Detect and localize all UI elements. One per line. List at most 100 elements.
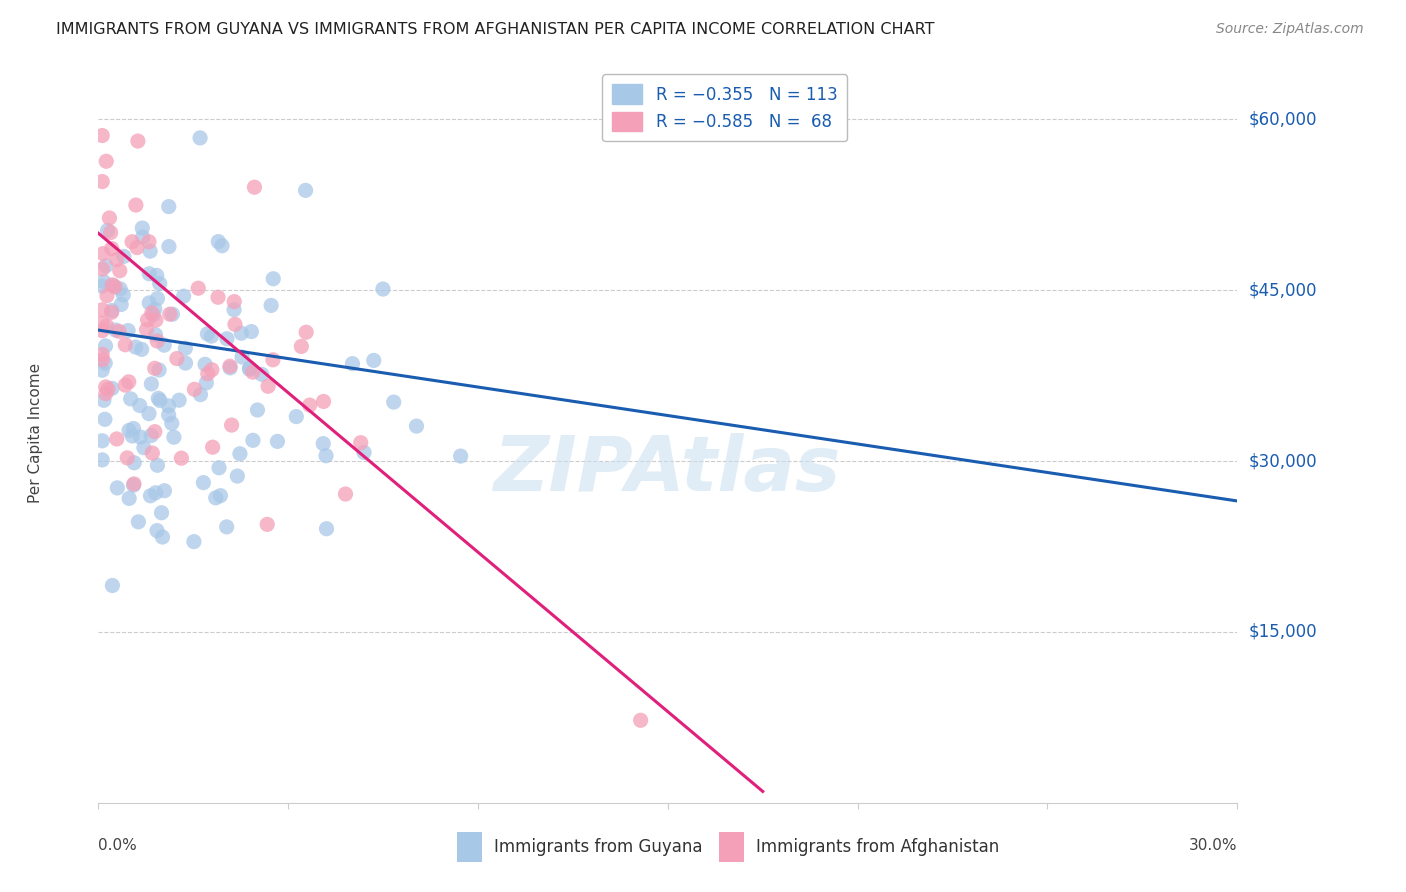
Point bbox=[221, 418, 243, 433]
Point bbox=[170, 451, 193, 466]
Point bbox=[91, 324, 114, 338]
Point bbox=[226, 469, 249, 483]
Point bbox=[242, 365, 264, 379]
Point bbox=[146, 458, 169, 473]
Point bbox=[149, 277, 172, 291]
Point bbox=[294, 183, 316, 197]
Point bbox=[219, 359, 242, 374]
Point bbox=[125, 198, 148, 212]
Point bbox=[136, 313, 159, 327]
Point bbox=[103, 278, 125, 293]
Point bbox=[262, 271, 284, 285]
Point bbox=[94, 339, 117, 353]
Text: Source: ZipAtlas.com: Source: ZipAtlas.com bbox=[1216, 22, 1364, 37]
Point bbox=[122, 477, 145, 491]
Point bbox=[153, 483, 176, 498]
Point bbox=[209, 489, 232, 503]
Point bbox=[94, 356, 117, 370]
Point bbox=[94, 386, 117, 401]
Point bbox=[117, 450, 139, 465]
Point bbox=[222, 302, 245, 317]
Point bbox=[174, 341, 197, 355]
Text: 0.0%: 0.0% bbox=[98, 838, 138, 853]
Point bbox=[157, 200, 180, 214]
Point bbox=[112, 249, 135, 263]
Point bbox=[129, 430, 152, 444]
Point bbox=[105, 481, 128, 495]
FancyBboxPatch shape bbox=[718, 832, 744, 862]
Point bbox=[91, 347, 114, 361]
Text: Immigrants from Guyana: Immigrants from Guyana bbox=[494, 838, 702, 856]
Point bbox=[315, 522, 337, 536]
Point bbox=[159, 307, 181, 321]
Point bbox=[152, 530, 174, 544]
Legend: R = −0.355   N = 113, R = −0.585   N =  68: R = −0.355 N = 113, R = −0.585 N = 68 bbox=[602, 74, 848, 141]
Point bbox=[208, 460, 231, 475]
Point bbox=[141, 306, 163, 320]
Point bbox=[200, 329, 222, 343]
Point bbox=[229, 447, 252, 461]
Point bbox=[139, 244, 162, 259]
Point bbox=[353, 445, 375, 459]
Point bbox=[231, 326, 253, 341]
Point bbox=[124, 340, 146, 354]
Point bbox=[160, 417, 183, 431]
Point bbox=[450, 449, 472, 463]
Point bbox=[315, 449, 337, 463]
Point bbox=[122, 478, 145, 492]
Point bbox=[630, 714, 652, 728]
Point bbox=[157, 399, 180, 413]
Point bbox=[91, 279, 114, 293]
Point bbox=[405, 419, 427, 434]
Point bbox=[114, 378, 136, 392]
Point bbox=[295, 325, 318, 339]
Point bbox=[105, 252, 128, 267]
Point bbox=[94, 380, 117, 394]
Point bbox=[141, 376, 163, 391]
Text: 30.0%: 30.0% bbox=[1189, 838, 1237, 853]
Point bbox=[262, 352, 284, 367]
Point bbox=[114, 338, 136, 352]
Point bbox=[91, 246, 114, 260]
Point bbox=[149, 393, 172, 408]
Point bbox=[201, 440, 224, 454]
Point bbox=[145, 268, 167, 283]
Point bbox=[143, 361, 166, 376]
Point bbox=[125, 241, 148, 255]
Point bbox=[93, 393, 115, 408]
Point bbox=[266, 434, 288, 449]
Point bbox=[101, 277, 124, 292]
Point bbox=[91, 175, 114, 189]
Text: $30,000: $30,000 bbox=[1249, 452, 1317, 470]
Point bbox=[148, 363, 170, 377]
Point bbox=[127, 134, 149, 148]
Point bbox=[371, 282, 394, 296]
Point bbox=[100, 305, 122, 319]
Point bbox=[145, 313, 167, 327]
Point bbox=[118, 491, 141, 506]
Point bbox=[187, 281, 209, 295]
Text: IMMIGRANTS FROM GUYANA VS IMMIGRANTS FROM AFGHANISTAN PER CAPITA INCOME CORRELAT: IMMIGRANTS FROM GUYANA VS IMMIGRANTS FRO… bbox=[56, 22, 935, 37]
Point bbox=[312, 394, 335, 409]
Text: $15,000: $15,000 bbox=[1249, 623, 1317, 641]
Point bbox=[150, 506, 173, 520]
Point bbox=[240, 325, 263, 339]
Point bbox=[363, 353, 385, 368]
Point bbox=[91, 352, 114, 367]
Point bbox=[121, 429, 143, 443]
Point bbox=[104, 323, 127, 337]
Point bbox=[91, 363, 114, 377]
Point bbox=[138, 296, 160, 310]
Point bbox=[174, 356, 197, 370]
Point bbox=[167, 393, 190, 408]
Point bbox=[219, 360, 242, 375]
Point bbox=[97, 382, 120, 396]
Point bbox=[131, 221, 153, 235]
Point bbox=[143, 302, 166, 317]
Point bbox=[112, 288, 135, 302]
Point bbox=[183, 382, 205, 396]
Point bbox=[96, 154, 118, 169]
Point bbox=[135, 322, 157, 336]
Point bbox=[104, 280, 127, 294]
Point bbox=[157, 239, 180, 253]
